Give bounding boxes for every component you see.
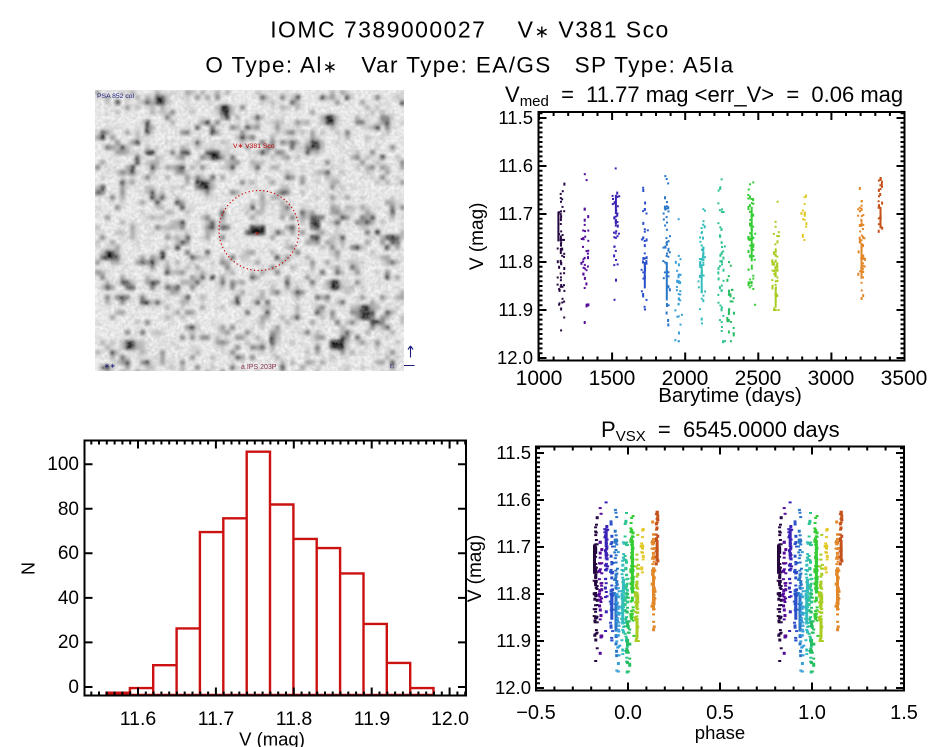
svg-text:11.9: 11.9 — [354, 708, 391, 730]
svg-text:N: N — [19, 562, 39, 575]
svg-text:0: 0 — [68, 677, 79, 698]
svg-text:3000: 3000 — [808, 367, 855, 390]
svg-text:PVSX = 6545.0000 days: PVSX = 6545.0000 days — [601, 417, 840, 445]
svg-text:12.0: 12.0 — [495, 677, 531, 698]
svg-text:12.0: 12.0 — [431, 708, 469, 730]
svg-text:V (mag): V (mag) — [465, 535, 486, 603]
svg-text:a IPS 203P: a IPS 203P — [241, 364, 277, 371]
svg-text:11.6: 11.6 — [120, 708, 157, 730]
svg-text:V (mag): V (mag) — [239, 729, 305, 747]
svg-text:V (mag): V (mag) — [467, 203, 488, 271]
svg-text:0.0: 0.0 — [614, 702, 642, 724]
svg-text:,∗∗: ,∗∗ — [102, 363, 116, 370]
svg-text:1500: 1500 — [589, 367, 636, 390]
svg-text:1.5: 1.5 — [890, 702, 918, 724]
svg-text:Vmed = 11.77 mag <err_V> =: Vmed = 11.77 mag <err_V> = 0.06 mag — [505, 82, 903, 110]
svg-text:11.7: 11.7 — [496, 536, 531, 557]
svg-text:2000: 2000 — [662, 367, 709, 390]
svg-text:11.8: 11.8 — [498, 251, 533, 272]
svg-text:IOMC 7389000027 V∗ V381 Sco: IOMC 7389000027 V∗ V381 Sco — [270, 17, 670, 43]
svg-text:O Type: Al∗ Var Type: EA/GS: O Type: Al∗ Var Type: EA/GS SP Type: A5I… — [205, 53, 734, 78]
svg-text:1000: 1000 — [516, 367, 563, 390]
svg-text:100: 100 — [47, 454, 79, 475]
svg-text:11.8: 11.8 — [496, 583, 531, 604]
svg-text:11.9: 11.9 — [498, 299, 533, 320]
svg-text:40: 40 — [58, 588, 79, 609]
svg-text:11.7: 11.7 — [198, 708, 235, 730]
svg-text:Barytime (days): Barytime (days) — [658, 384, 802, 407]
svg-text:11.9: 11.9 — [496, 630, 531, 651]
svg-text:3500: 3500 — [881, 367, 928, 390]
svg-text:phase: phase — [695, 722, 745, 743]
svg-text:12.0: 12.0 — [497, 347, 533, 368]
svg-text:11.7: 11.7 — [498, 203, 533, 224]
svg-text:V∗ V381 Sco: V∗ V381 Sco — [233, 143, 275, 150]
svg-text:−0.5: −0.5 — [516, 702, 555, 724]
svg-text:11.6: 11.6 — [498, 155, 533, 176]
svg-text:1.0: 1.0 — [798, 702, 826, 724]
svg-text:11.5: 11.5 — [498, 107, 533, 128]
svg-text:PSA 852 col: PSA 852 col — [97, 93, 135, 100]
svg-text:80: 80 — [58, 499, 79, 520]
svg-text:×: × — [255, 231, 259, 238]
svg-text:11.5: 11.5 — [496, 442, 531, 463]
svg-text:60: 60 — [58, 543, 79, 564]
svg-text:0.5: 0.5 — [706, 702, 734, 724]
svg-text:11.8: 11.8 — [276, 708, 313, 730]
svg-text:r:: r: — [390, 363, 394, 370]
svg-text:20: 20 — [58, 632, 79, 653]
svg-text:11.6: 11.6 — [496, 489, 531, 510]
svg-text:2500: 2500 — [735, 367, 782, 390]
